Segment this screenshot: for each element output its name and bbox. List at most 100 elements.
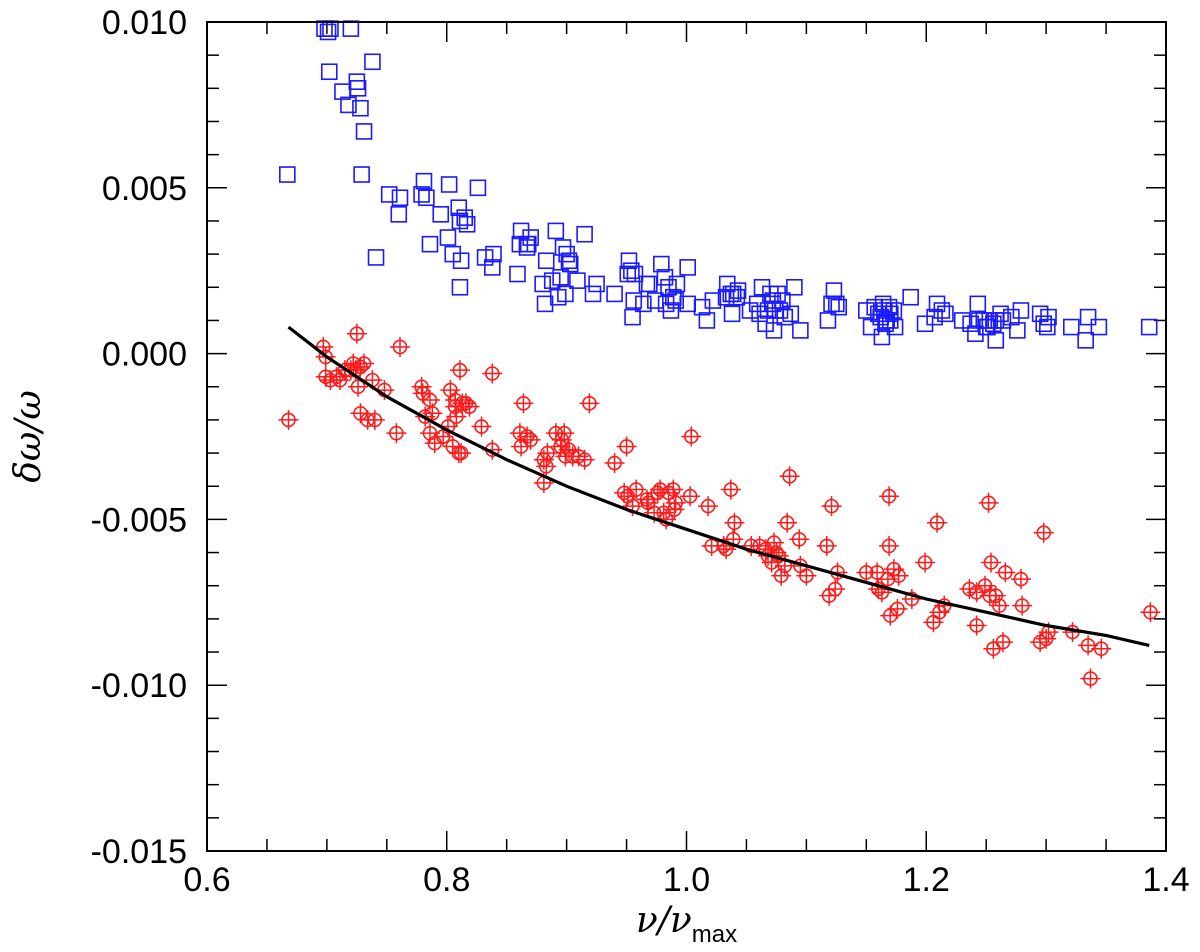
circle-point xyxy=(425,405,440,421)
circle-point xyxy=(1080,638,1096,653)
square-point xyxy=(432,206,450,223)
circle-point xyxy=(988,588,1004,603)
circle-point xyxy=(766,535,782,550)
square-point xyxy=(364,53,381,71)
circle-point xyxy=(824,498,839,514)
circle-point xyxy=(773,568,789,584)
square-point xyxy=(450,199,468,216)
circle-point xyxy=(367,412,383,428)
square-point xyxy=(881,305,899,323)
square-point xyxy=(547,222,565,240)
circle-point xyxy=(619,439,634,454)
square-point xyxy=(886,318,904,336)
y-tick-label: -0.005 xyxy=(91,501,187,539)
circle-point xyxy=(474,419,489,434)
circle-point xyxy=(904,591,920,607)
square-point xyxy=(969,295,987,313)
circle-point xyxy=(727,515,742,531)
square-point xyxy=(279,166,296,183)
square-point xyxy=(937,305,954,323)
circle-point xyxy=(1083,671,1098,686)
circle-point xyxy=(682,488,698,504)
square-point xyxy=(353,166,370,183)
plot-frame xyxy=(206,21,1167,852)
square-point xyxy=(1140,318,1158,336)
circle-point xyxy=(540,445,555,461)
square-point xyxy=(620,252,638,270)
circle-point xyxy=(929,515,945,531)
square-point xyxy=(704,292,722,309)
square-point xyxy=(390,206,408,223)
x-tick-label: 1.0 xyxy=(663,861,710,899)
tick-labels: 0.6 0.8 1.0 1.2 1.4 -0.015 -0.010 -0.005 0.000 0.… xyxy=(91,4,1190,899)
square-point xyxy=(415,172,433,190)
circle-point xyxy=(869,565,885,580)
square-point xyxy=(1012,302,1030,319)
circle-point xyxy=(983,555,999,570)
square-point xyxy=(623,262,640,280)
square-point xyxy=(729,282,747,299)
y-tick-label: -0.010 xyxy=(91,667,187,705)
circle-point xyxy=(683,429,699,444)
square-point xyxy=(933,302,951,319)
circle-point xyxy=(281,412,296,428)
circle-point xyxy=(917,555,933,570)
square-point xyxy=(782,305,800,323)
circle-point xyxy=(1093,641,1109,657)
square-point xyxy=(724,285,742,303)
square-point xyxy=(1079,308,1097,326)
square-point xyxy=(320,63,338,81)
square-point xyxy=(537,252,555,270)
square-point xyxy=(1039,318,1056,336)
square-point xyxy=(667,292,685,309)
square-point xyxy=(557,285,574,303)
circle-point xyxy=(723,482,739,497)
square-point xyxy=(786,278,803,296)
square-point xyxy=(723,305,741,323)
square-point xyxy=(635,295,652,313)
square-point xyxy=(994,312,1012,329)
circle-point xyxy=(458,396,474,411)
square-point xyxy=(391,189,409,207)
square-point xyxy=(552,269,569,286)
square-point xyxy=(518,239,536,256)
fit-curve-group xyxy=(287,325,1150,647)
y-tick-label: 0.010 xyxy=(102,4,187,42)
square-point xyxy=(718,275,736,293)
y-tick-label: -0.015 xyxy=(91,833,187,871)
x-tick-label: 0.8 xyxy=(423,861,470,899)
circle-point xyxy=(392,339,408,355)
y-tick-label: 0.000 xyxy=(102,336,187,374)
square-point xyxy=(569,272,586,289)
square-point xyxy=(469,179,487,197)
square-point xyxy=(588,275,605,293)
square-point xyxy=(1040,308,1057,326)
square-point xyxy=(576,225,593,243)
circle-point xyxy=(998,565,1013,580)
x-tick-label: 1.4 xyxy=(1142,861,1189,899)
square-point xyxy=(662,302,680,319)
square-point xyxy=(776,308,794,326)
square-point xyxy=(679,259,696,276)
square-point xyxy=(769,285,786,303)
square-point xyxy=(967,325,984,343)
square-point xyxy=(418,189,435,207)
square-point xyxy=(342,20,360,37)
square-point xyxy=(828,295,845,313)
square-point xyxy=(534,275,551,293)
circle-point xyxy=(668,495,684,511)
circle-point xyxy=(827,581,843,597)
circle-point xyxy=(449,409,464,424)
circle-point xyxy=(779,515,795,531)
circle-point xyxy=(819,538,835,554)
square-point xyxy=(380,186,398,203)
square-point xyxy=(626,265,644,283)
x-axis-title-sub: max xyxy=(692,921,737,948)
circle-point xyxy=(519,429,535,444)
square-point xyxy=(558,245,575,263)
circle-point xyxy=(356,356,372,371)
square-point xyxy=(880,298,898,316)
square-point xyxy=(698,312,716,329)
square-point xyxy=(819,312,837,329)
